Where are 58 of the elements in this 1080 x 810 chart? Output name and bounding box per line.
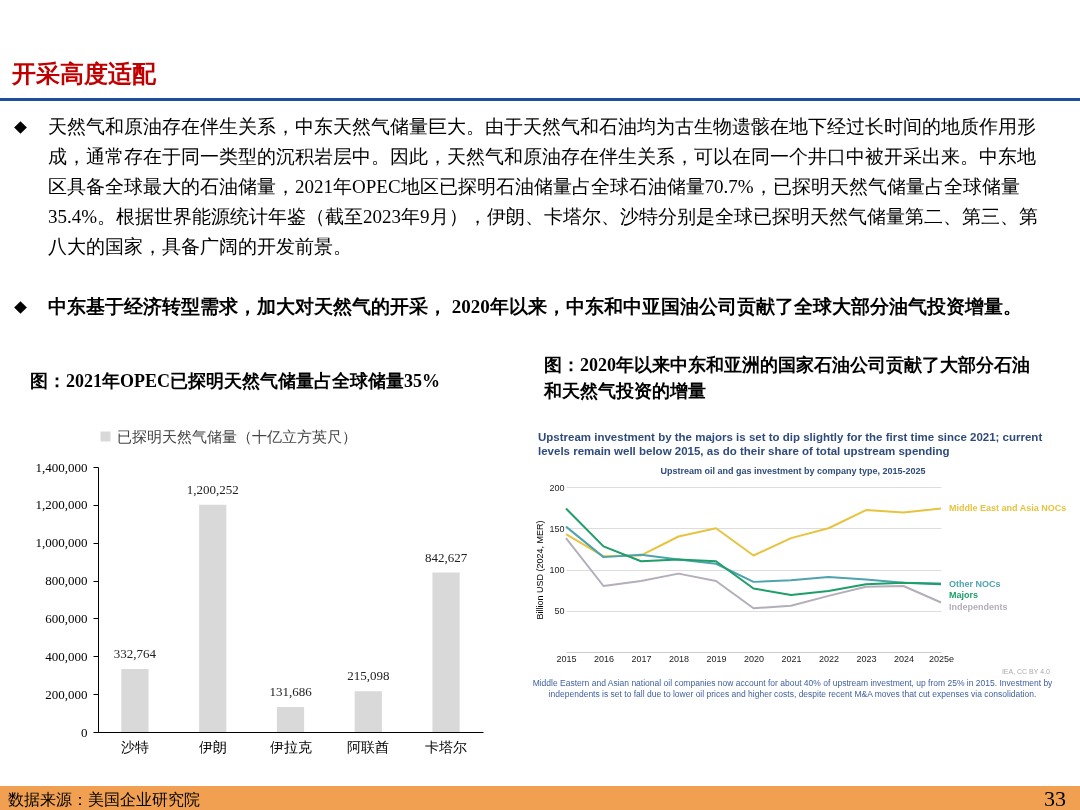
chart-title: 图：2021年OPEC已探明天然气储量占全球储量35% xyxy=(30,370,441,393)
y-tick-label: 150 xyxy=(549,523,565,534)
line-series xyxy=(565,507,942,597)
legend-label: 已探明天然气储量（十亿立方英尺） xyxy=(117,428,357,445)
text: 33 xyxy=(1044,786,1066,810)
x-tick-label: 2015 xyxy=(556,653,577,664)
x-tick-label: 2018 xyxy=(668,653,690,664)
x-tick-label: 伊拉克 xyxy=(269,739,312,755)
x-tick-label: 2016 xyxy=(593,653,615,664)
text: 天然气和原油存在伴生关系，中东天然气储量巨大。由于天然气和石油均为古生物遗骸在地下经过长时间的地质作用形成，通常存在于同一类型的沉积岩层中。因此，天然气和原油存在伴生关系，可以在同一个井口中被开采出来。中东地区具备全球最大的石油储量，2021年OPEC地区已探明石油储量占全球石油储量70.7%，已探明天然气储量占全球储量35.4%。根据世界能源统计年鉴（截至2023年9月），伊朗、卡塔尔、沙特分别是全球已探明天然气储量第二、第三、第八大的国家，具备广阔的开发前景。 xyxy=(48,115,1038,259)
source-note: 数据来源：美国企业研究院 xyxy=(8,790,200,810)
bar xyxy=(199,504,227,732)
text: 332,764 xyxy=(113,646,157,662)
text: 1,200,252 xyxy=(186,481,239,497)
y-tick-label: 1,000,000 xyxy=(35,535,88,551)
text: Upstream oil and gas investment by company type, 2015-2025 xyxy=(659,466,927,476)
y-tick-label: 400,000 xyxy=(45,648,88,664)
x-tick-label: 2020 xyxy=(743,653,765,664)
x-tick-label: 2019 xyxy=(706,653,727,664)
line-series xyxy=(565,525,942,585)
x-tick-label: 2024 xyxy=(893,653,915,664)
bar xyxy=(432,572,460,732)
line-series xyxy=(565,537,942,610)
text: 开采高度适配 xyxy=(12,60,156,89)
text: 842,627 xyxy=(424,549,468,565)
text: 215,098 xyxy=(347,668,390,684)
x-tick-label: 2022 xyxy=(818,653,840,664)
line-series xyxy=(565,507,942,558)
y-tick-label: 800,000 xyxy=(45,573,88,589)
y-tick-label: 200 xyxy=(549,482,565,493)
x-tick-label: 2017 xyxy=(631,653,652,664)
x-tick-label: 2023 xyxy=(856,653,877,664)
text: Middle Eastern and Asian national oil companies now account for about 40% of upstream investment, up from 25% in 2015. Investment by independents is set to fall due to lower oil prices and higher costs, despite recent M&A moves that cut expenses via consolidation. xyxy=(531,678,1054,700)
bar xyxy=(354,691,382,732)
series-label: Independents xyxy=(949,601,1008,612)
y-tick-label: 50 xyxy=(554,606,565,617)
x-tick-label: 2021 xyxy=(781,653,802,664)
x-tick-label: 阿联酋 xyxy=(347,739,390,755)
x-tick-label: 2025e xyxy=(928,653,955,664)
x-tick-label: 伊朗 xyxy=(198,739,227,755)
y-tick-label: 200,000 xyxy=(45,686,88,702)
bar xyxy=(121,669,149,732)
y-tick-label: 100 xyxy=(549,565,565,575)
series-label: Other NOCs xyxy=(949,578,1001,589)
y-tick-label: 600,000 xyxy=(45,610,88,626)
y-tick-label: 1,400,000 xyxy=(35,459,88,475)
x-tick-label: 沙特 xyxy=(120,739,149,755)
bar xyxy=(276,707,305,732)
y-tick-label: 0 xyxy=(81,724,88,740)
text: 131,686 xyxy=(269,684,312,700)
text: 中东基于经济转型需求，加大对天然气的开采， 2020年以来，中东和中亚国油公司贡献了全球大部分油气投资增量。 xyxy=(48,295,1023,319)
chart-title: 图：2020年以来中东和亚洲的国家石油公司贡献了大部分石油和天然气投资的增量 xyxy=(544,354,1031,403)
x-tick-label: 卡塔尔 xyxy=(425,739,468,755)
y-tick-label: 1,200,000 xyxy=(35,497,88,513)
chart-subtitle: Upstream investment by the majors is set to dip slightly for the first time since 2021; current levels remain well below 2015, as do their share of total upstream spending xyxy=(538,430,1044,458)
series-label: Middle East and Asia NOCs xyxy=(949,503,1067,514)
y-axis-title: Billion USD (2024, MER) xyxy=(535,520,546,620)
series-label: Majors xyxy=(949,590,979,601)
